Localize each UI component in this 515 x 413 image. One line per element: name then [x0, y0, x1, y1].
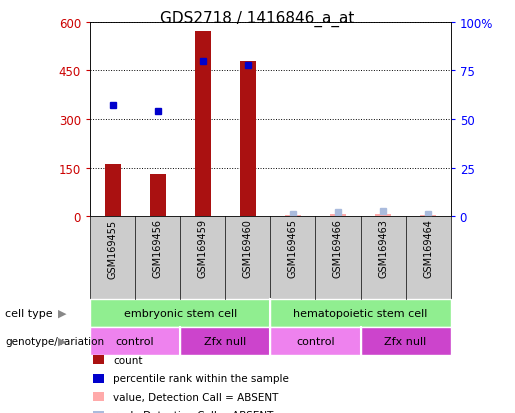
Text: GSM169460: GSM169460: [243, 219, 253, 278]
Bar: [195, 33, 211, 217]
Text: GSM169464: GSM169464: [423, 219, 433, 278]
Text: value, Detection Call = ABSENT: value, Detection Call = ABSENT: [113, 392, 279, 402]
Bar: [240, 62, 256, 217]
Bar: [375, 215, 391, 217]
Text: GSM169466: GSM169466: [333, 219, 343, 278]
Text: genotype/variation: genotype/variation: [5, 336, 104, 346]
Text: count: count: [113, 355, 143, 365]
Text: cell type: cell type: [5, 308, 53, 318]
Text: Zfx null: Zfx null: [384, 336, 427, 346]
Text: GSM169465: GSM169465: [288, 219, 298, 278]
Text: GDS2718 / 1416846_a_at: GDS2718 / 1416846_a_at: [160, 10, 355, 26]
Bar: [420, 216, 436, 217]
Text: GSM169455: GSM169455: [108, 219, 117, 278]
Text: GSM169463: GSM169463: [378, 219, 388, 278]
Bar: [105, 165, 121, 217]
Text: Zfx null: Zfx null: [204, 336, 247, 346]
Text: ▶: ▶: [58, 336, 66, 346]
Text: percentile rank within the sample: percentile rank within the sample: [113, 373, 289, 383]
Text: control: control: [296, 336, 335, 346]
Text: hematopoietic stem cell: hematopoietic stem cell: [294, 308, 427, 318]
Text: GSM169456: GSM169456: [153, 219, 163, 278]
Text: control: control: [116, 336, 154, 346]
Bar: [150, 175, 166, 217]
Text: ▶: ▶: [58, 308, 66, 318]
Text: GSM169459: GSM169459: [198, 219, 208, 278]
Bar: [330, 214, 346, 217]
Bar: [285, 215, 301, 217]
Text: rank, Detection Call = ABSENT: rank, Detection Call = ABSENT: [113, 411, 273, 413]
Text: embryonic stem cell: embryonic stem cell: [124, 308, 237, 318]
